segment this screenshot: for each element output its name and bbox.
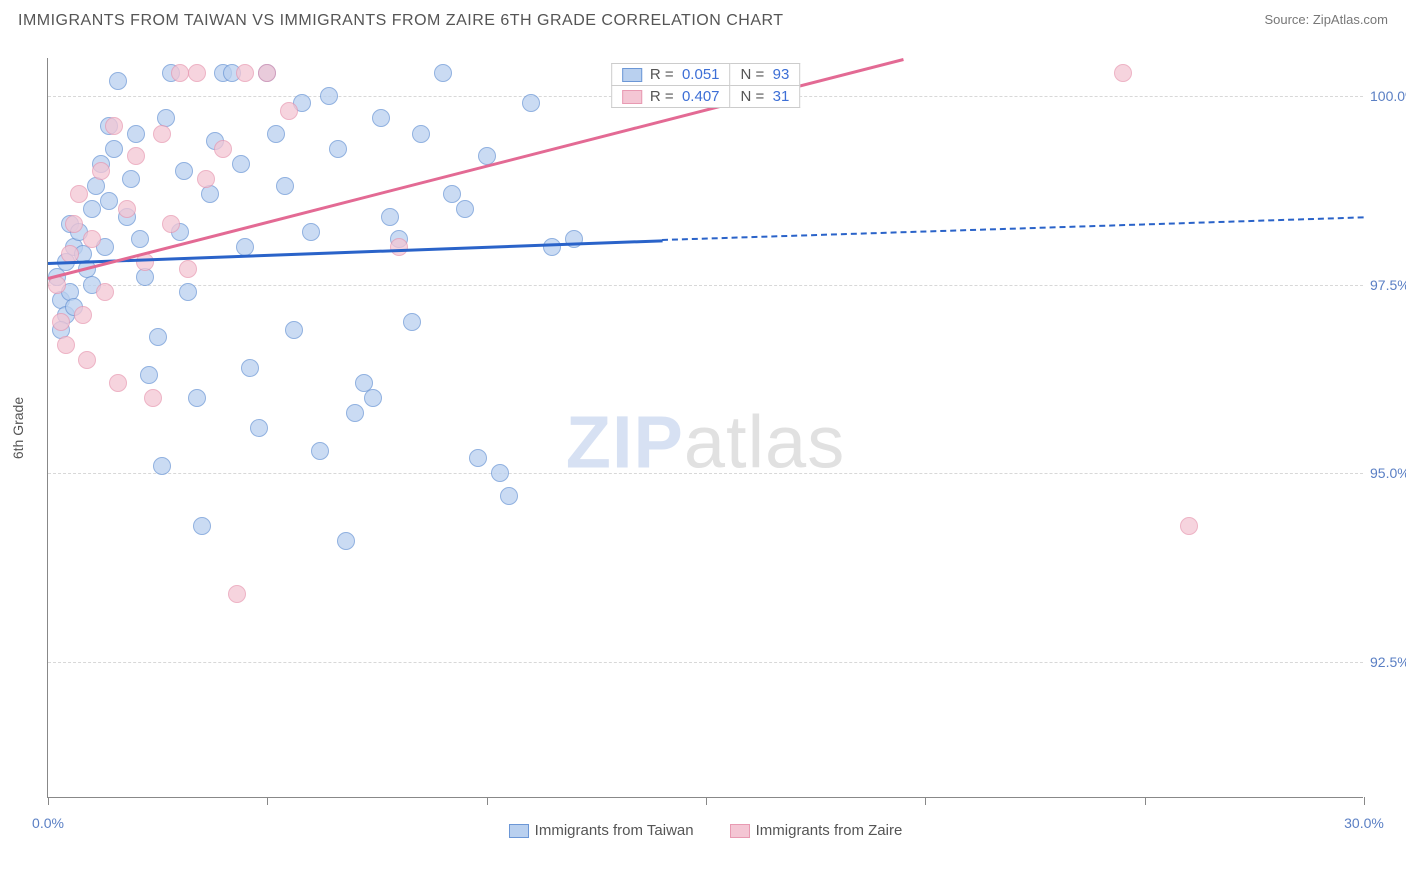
data-point-zaire: [171, 64, 189, 82]
data-point-zaire: [258, 64, 276, 82]
data-point-zaire: [179, 260, 197, 278]
data-point-taiwan: [188, 389, 206, 407]
data-point-taiwan: [329, 140, 347, 158]
data-point-zaire: [390, 238, 408, 256]
series-legend: Immigrants from Taiwan Immigrants from Za…: [48, 822, 1363, 839]
data-point-zaire: [197, 170, 215, 188]
x-tick: [1145, 797, 1146, 805]
y-tick-label: 95.0%: [1370, 465, 1406, 481]
data-point-taiwan: [302, 223, 320, 241]
data-point-taiwan: [127, 125, 145, 143]
data-point-zaire: [118, 200, 136, 218]
y-tick-label: 92.5%: [1370, 654, 1406, 670]
data-point-taiwan: [122, 170, 140, 188]
data-point-taiwan: [179, 283, 197, 301]
grid-line: [48, 662, 1363, 663]
data-point-taiwan: [337, 532, 355, 550]
data-point-taiwan: [276, 177, 294, 195]
data-point-zaire: [92, 162, 110, 180]
data-point-taiwan: [83, 200, 101, 218]
data-point-taiwan: [346, 404, 364, 422]
data-point-taiwan: [236, 238, 254, 256]
data-point-taiwan: [100, 192, 118, 210]
y-tick-label: 97.5%: [1370, 277, 1406, 293]
x-tick: [267, 797, 268, 805]
data-point-taiwan: [372, 109, 390, 127]
chart-plot-area: 6th Grade ZIPatlas 92.5%95.0%97.5%100.0%…: [47, 58, 1363, 798]
data-point-taiwan: [565, 230, 583, 248]
data-point-zaire: [144, 389, 162, 407]
data-point-taiwan: [232, 155, 250, 173]
trend-line: [662, 217, 1364, 242]
data-point-zaire: [105, 117, 123, 135]
data-point-taiwan: [140, 366, 158, 384]
y-axis-label: 6th Grade: [10, 396, 26, 458]
data-point-zaire: [236, 64, 254, 82]
legend-row-zaire: R = 0.407N = 31: [611, 86, 800, 108]
data-point-zaire: [214, 140, 232, 158]
source-credit: Source: ZipAtlas.com: [1264, 12, 1388, 27]
data-point-taiwan: [153, 457, 171, 475]
data-point-zaire: [153, 125, 171, 143]
data-point-zaire: [57, 336, 75, 354]
data-point-zaire: [83, 230, 101, 248]
data-point-taiwan: [469, 449, 487, 467]
data-point-taiwan: [434, 64, 452, 82]
data-point-taiwan: [311, 442, 329, 460]
data-point-taiwan: [443, 185, 461, 203]
data-point-taiwan: [381, 208, 399, 226]
data-point-taiwan: [149, 328, 167, 346]
data-point-zaire: [1180, 517, 1198, 535]
x-tick: [925, 797, 926, 805]
data-point-taiwan: [500, 487, 518, 505]
grid-line: [48, 473, 1363, 474]
legend-row-taiwan: R = 0.051N = 93: [611, 64, 800, 86]
y-tick-label: 100.0%: [1370, 88, 1406, 104]
data-point-zaire: [96, 283, 114, 301]
data-point-taiwan: [320, 87, 338, 105]
data-point-taiwan: [193, 517, 211, 535]
data-point-taiwan: [131, 230, 149, 248]
data-point-taiwan: [241, 359, 259, 377]
data-point-taiwan: [491, 464, 509, 482]
data-point-zaire: [109, 374, 127, 392]
data-point-taiwan: [456, 200, 474, 218]
x-tick: [48, 797, 49, 805]
data-point-zaire: [127, 147, 145, 165]
data-point-taiwan: [403, 313, 421, 331]
legend-item-zaire: Immigrants from Zaire: [730, 822, 903, 839]
data-point-taiwan: [175, 162, 193, 180]
data-point-taiwan: [87, 177, 105, 195]
data-point-taiwan: [412, 125, 430, 143]
data-point-taiwan: [522, 94, 540, 112]
data-point-taiwan: [285, 321, 303, 339]
x-tick: [1364, 797, 1365, 805]
data-point-zaire: [228, 585, 246, 603]
legend-item-taiwan: Immigrants from Taiwan: [509, 822, 694, 839]
data-point-taiwan: [109, 72, 127, 90]
watermark: ZIPatlas: [566, 400, 845, 485]
data-point-zaire: [52, 313, 70, 331]
data-point-zaire: [188, 64, 206, 82]
data-point-zaire: [1114, 64, 1132, 82]
data-point-taiwan: [364, 389, 382, 407]
chart-title: IMMIGRANTS FROM TAIWAN VS IMMIGRANTS FRO…: [18, 12, 784, 30]
x-tick: [706, 797, 707, 805]
data-point-taiwan: [267, 125, 285, 143]
data-point-taiwan: [543, 238, 561, 256]
data-point-zaire: [280, 102, 298, 120]
x-tick: [487, 797, 488, 805]
data-point-taiwan: [105, 140, 123, 158]
data-point-zaire: [70, 185, 88, 203]
data-point-taiwan: [250, 419, 268, 437]
data-point-zaire: [78, 351, 96, 369]
data-point-zaire: [162, 215, 180, 233]
grid-line: [48, 285, 1363, 286]
correlation-legend: R = 0.051N = 93 R = 0.407N = 31: [611, 63, 801, 108]
data-point-zaire: [65, 215, 83, 233]
data-point-zaire: [74, 306, 92, 324]
